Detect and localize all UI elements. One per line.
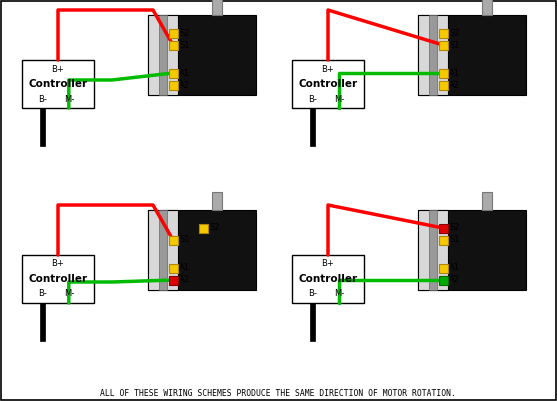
- Text: S2: S2: [179, 28, 189, 38]
- Text: Controller: Controller: [28, 79, 87, 89]
- Text: A1: A1: [179, 263, 190, 273]
- Bar: [310, 108, 315, 146]
- Text: S1: S1: [449, 41, 460, 49]
- Text: ALL OF THESE WIRING SCHEMES PRODUCE THE SAME DIRECTION OF MOTOR ROTATION.: ALL OF THESE WIRING SCHEMES PRODUCE THE …: [100, 389, 456, 397]
- Text: S1: S1: [179, 41, 189, 49]
- Text: S1: S1: [449, 235, 460, 245]
- Text: B+: B+: [52, 259, 65, 269]
- Text: A2: A2: [179, 81, 190, 89]
- Text: A1: A1: [449, 263, 460, 273]
- Text: A1: A1: [449, 69, 460, 77]
- Bar: [40, 303, 45, 341]
- Text: Controller: Controller: [28, 274, 87, 284]
- Text: M-: M-: [63, 95, 74, 103]
- Bar: [22, 60, 94, 108]
- Bar: [438, 41, 447, 49]
- Text: B-: B-: [307, 290, 316, 298]
- Bar: [169, 263, 178, 273]
- Bar: [169, 69, 178, 77]
- Text: M-: M-: [63, 290, 74, 298]
- Bar: [40, 108, 45, 146]
- Text: S1: S1: [179, 235, 189, 245]
- Bar: [438, 69, 447, 77]
- Text: S2: S2: [209, 223, 219, 233]
- Bar: [418, 210, 526, 290]
- Text: B-: B-: [307, 95, 316, 103]
- Text: M-: M-: [334, 95, 344, 103]
- Bar: [438, 81, 447, 89]
- Bar: [438, 28, 447, 38]
- Text: A2: A2: [449, 275, 460, 284]
- Bar: [169, 41, 178, 49]
- Bar: [148, 15, 178, 95]
- Text: A1: A1: [179, 69, 190, 77]
- Text: B+: B+: [321, 259, 334, 269]
- Bar: [159, 15, 167, 95]
- Bar: [418, 15, 526, 95]
- Text: M-: M-: [334, 290, 344, 298]
- Bar: [429, 15, 437, 95]
- Bar: [438, 235, 447, 245]
- Bar: [429, 210, 437, 290]
- Bar: [169, 235, 178, 245]
- Text: B+: B+: [321, 65, 334, 73]
- Bar: [438, 275, 447, 284]
- Bar: [148, 210, 256, 290]
- Bar: [198, 223, 208, 233]
- Text: Controller: Controller: [299, 79, 358, 89]
- Bar: [212, 0, 222, 15]
- Text: A2: A2: [179, 275, 190, 284]
- Bar: [169, 81, 178, 89]
- Text: B+: B+: [52, 65, 65, 73]
- Text: B-: B-: [38, 95, 47, 103]
- Bar: [418, 210, 448, 290]
- Text: Controller: Controller: [299, 274, 358, 284]
- Text: S2: S2: [449, 28, 460, 38]
- Bar: [148, 15, 256, 95]
- Bar: [310, 303, 315, 341]
- Bar: [438, 223, 447, 233]
- Bar: [438, 263, 447, 273]
- Bar: [22, 255, 94, 303]
- Text: A2: A2: [449, 81, 460, 89]
- Bar: [169, 275, 178, 284]
- Text: S2: S2: [449, 223, 460, 233]
- Bar: [292, 60, 364, 108]
- Bar: [482, 0, 492, 15]
- Bar: [212, 192, 222, 210]
- Bar: [159, 210, 167, 290]
- Bar: [292, 255, 364, 303]
- Bar: [148, 210, 178, 290]
- Bar: [482, 192, 492, 210]
- Bar: [418, 15, 448, 95]
- Bar: [169, 28, 178, 38]
- Text: B-: B-: [38, 290, 47, 298]
